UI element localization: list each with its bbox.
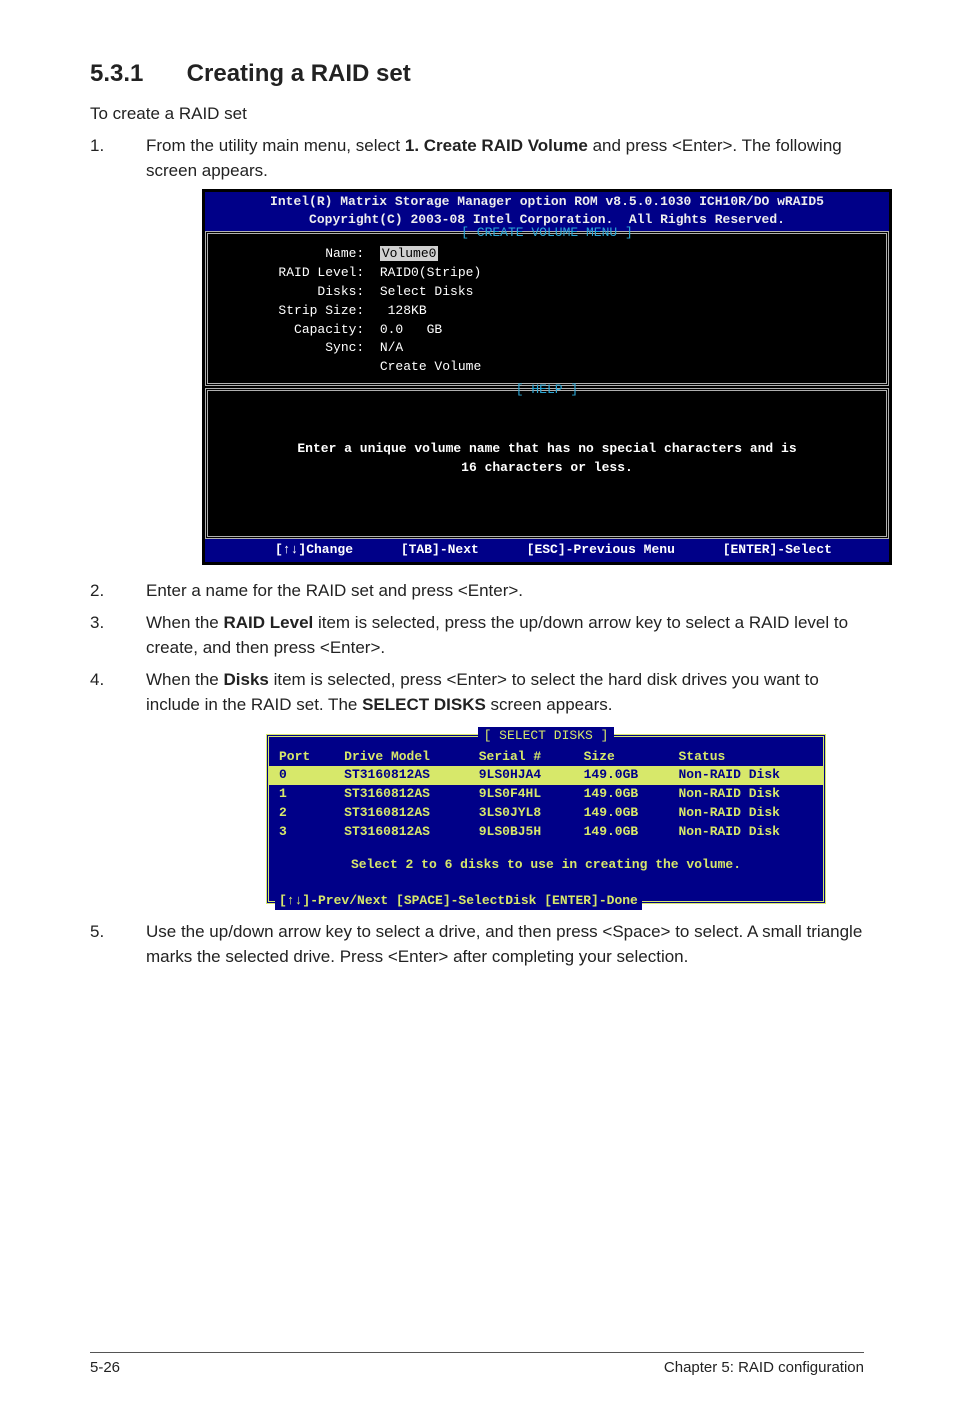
cell: Non-RAID Disk xyxy=(669,766,824,785)
col-size: Size xyxy=(574,748,669,767)
cell: ST3160812AS xyxy=(334,823,469,842)
bios-create-volume-panel: [ CREATE VOLUME MENU ] Name: Volume0 RAI… xyxy=(205,231,889,386)
field-disks: Disks: Select Disks xyxy=(216,283,878,302)
step-2: 2. Enter a name for the RAID set and pre… xyxy=(90,579,864,604)
step-3: 3. When the RAID Level item is selected,… xyxy=(90,611,864,660)
bios-help-panel: [ HELP ] Enter a unique volume name that… xyxy=(205,388,889,539)
panel-title: [ SELECT DISKS ] xyxy=(478,727,615,746)
cell: Non-RAID Disk xyxy=(669,823,824,842)
step-text: Enter a name for the RAID set and press … xyxy=(146,581,523,600)
field-strip-size: Strip Size: 128KB xyxy=(216,302,878,321)
cell: 1 xyxy=(269,785,334,804)
table-row[interactable]: 3ST3160812AS9LS0BJ5H149.0GBNon-RAID Disk xyxy=(269,823,823,842)
step-number: 3. xyxy=(90,611,104,636)
cell: 149.0GB xyxy=(574,766,669,785)
disk-table: Port Drive Model Serial # Size Status 0S… xyxy=(269,748,823,842)
cell: 9LS0HJA4 xyxy=(469,766,574,785)
bios-footer-keys: [↑↓]Change [TAB]-Next [ESC]-Previous Men… xyxy=(205,539,889,562)
step-number: 2. xyxy=(90,579,104,604)
field-sync: Sync: N/A xyxy=(216,339,878,358)
table-header-row: Port Drive Model Serial # Size Status xyxy=(269,748,823,767)
step-text: From the utility main menu, select 1. Cr… xyxy=(146,136,842,180)
select-disks-note: Select 2 to 6 disks to use in creating t… xyxy=(269,842,823,883)
section-heading: 5.3.1 Creating a RAID set xyxy=(90,60,864,88)
key-hint-change: [↑↓]Change xyxy=(275,541,353,560)
cell: 9LS0BJ5H xyxy=(469,823,574,842)
cell: 149.0GB xyxy=(574,785,669,804)
field-capacity: Capacity: 0.0 GB xyxy=(216,321,878,340)
cell: 2 xyxy=(269,804,334,823)
section-title: Creating a RAID set xyxy=(187,60,411,87)
field-raid-level: RAID Level: RAID0(Stripe) xyxy=(216,264,878,283)
cell: ST3160812AS xyxy=(334,785,469,804)
col-drive-model: Drive Model xyxy=(334,748,469,767)
volume-name-input[interactable]: Volume0 xyxy=(380,246,439,261)
cell: 149.0GB xyxy=(574,804,669,823)
table-row[interactable]: 2ST3160812AS3LS0JYL8149.0GBNon-RAID Disk xyxy=(269,804,823,823)
panel-title: [ CREATE VOLUME MENU ] xyxy=(216,224,878,243)
cell: Non-RAID Disk xyxy=(669,804,824,823)
cell: 149.0GB xyxy=(574,823,669,842)
select-disks-footer-keys: [↑↓]-Prev/Next [SPACE]-SelectDisk [ENTER… xyxy=(275,892,642,911)
key-hint-next: [TAB]-Next xyxy=(401,541,479,560)
step-number: 4. xyxy=(90,668,104,693)
col-status: Status xyxy=(669,748,824,767)
help-text: Enter a unique volume name that has no s… xyxy=(216,402,878,530)
key-hint-prev: [ESC]-Previous Menu xyxy=(527,541,675,560)
field-create-volume: Create Volume xyxy=(216,358,878,377)
col-serial: Serial # xyxy=(469,748,574,767)
cell: 3LS0JYL8 xyxy=(469,804,574,823)
step-text: When the RAID Level item is selected, pr… xyxy=(146,613,848,657)
step-4: 4. When the Disks item is selected, pres… xyxy=(90,668,864,904)
section-number: 5.3.1 xyxy=(90,60,180,88)
field-name: Name: Volume0 xyxy=(216,245,878,264)
bios-select-disks-screenshot: [ SELECT DISKS ] Port Drive Model Serial… xyxy=(266,734,826,905)
step-number: 5. xyxy=(90,920,104,945)
step-1: 1. From the utility main menu, select 1.… xyxy=(90,134,864,565)
table-row[interactable]: 0ST3160812AS9LS0HJA4149.0GBNon-RAID Disk xyxy=(269,766,823,785)
table-row[interactable]: 1ST3160812AS9LS0F4HL149.0GBNon-RAID Disk xyxy=(269,785,823,804)
lead-text: To create a RAID set xyxy=(90,104,864,124)
cell: 0 xyxy=(269,766,334,785)
bios-create-volume-screenshot: Intel(R) Matrix Storage Manager option R… xyxy=(202,189,892,564)
cell: 9LS0F4HL xyxy=(469,785,574,804)
step-5: 5. Use the up/down arrow key to select a… xyxy=(90,920,864,969)
cell: Non-RAID Disk xyxy=(669,785,824,804)
step-text: When the Disks item is selected, press <… xyxy=(146,670,819,714)
cell: ST3160812AS xyxy=(334,766,469,785)
col-port: Port xyxy=(269,748,334,767)
page-number: 5-26 xyxy=(90,1359,120,1376)
key-hint-select: [ENTER]-Select xyxy=(723,541,832,560)
chapter-label: Chapter 5: RAID configuration xyxy=(664,1359,864,1376)
step-text: Use the up/down arrow key to select a dr… xyxy=(146,922,862,966)
cell: 3 xyxy=(269,823,334,842)
step-number: 1. xyxy=(90,134,104,159)
cell: ST3160812AS xyxy=(334,804,469,823)
panel-title: [ HELP ] xyxy=(216,381,878,400)
page-footer: 5-26 Chapter 5: RAID configuration xyxy=(90,1352,864,1376)
